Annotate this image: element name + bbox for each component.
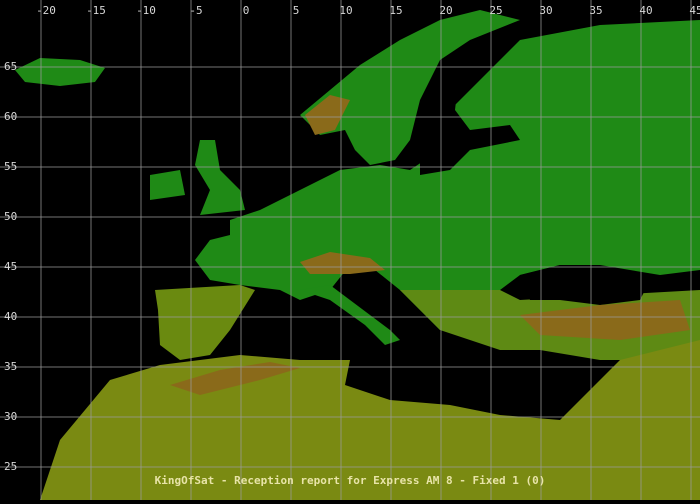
latitude-label: 45 <box>4 260 17 273</box>
latitude-label: 35 <box>4 360 17 373</box>
land <box>15 10 700 500</box>
longitude-label: -5 <box>189 4 202 17</box>
longitude-label: 20 <box>439 4 452 17</box>
iceland <box>15 58 105 86</box>
latitude-label: 65 <box>4 60 17 73</box>
longitude-label: 5 <box>293 4 300 17</box>
latitude-label: 50 <box>4 210 17 223</box>
longitude-label: 45 <box>689 4 700 17</box>
longitude-label: -10 <box>136 4 156 17</box>
latitude-label: 60 <box>4 110 17 123</box>
longitude-label: 0 <box>243 4 250 17</box>
iberia <box>155 285 255 360</box>
mainland-europe <box>195 20 700 330</box>
britain <box>195 140 245 215</box>
caption: KingOfSat - Reception report for Express… <box>155 474 546 487</box>
longitude-label: 35 <box>589 4 602 17</box>
longitude-label: -15 <box>86 4 106 17</box>
black-sea <box>520 265 650 305</box>
longitude-label: -20 <box>36 4 56 17</box>
longitude-label: 15 <box>389 4 402 17</box>
latitude-label: 25 <box>4 460 17 473</box>
ireland <box>150 170 185 200</box>
latitude-label: 55 <box>4 160 17 173</box>
longitude-label: 10 <box>339 4 352 17</box>
latitude-label: 30 <box>4 410 17 423</box>
alps <box>300 252 385 274</box>
longitude-label: 40 <box>639 4 652 17</box>
latitude-label: 40 <box>4 310 17 323</box>
atlas <box>170 362 300 395</box>
scandinavia <box>300 10 520 165</box>
italy <box>300 285 400 345</box>
anatolian-plateau <box>520 300 690 340</box>
baltic-sea <box>420 65 520 175</box>
longitude-label: 30 <box>539 4 552 17</box>
longitude-label: 25 <box>489 4 502 17</box>
scandinavian-mountains <box>305 95 350 135</box>
